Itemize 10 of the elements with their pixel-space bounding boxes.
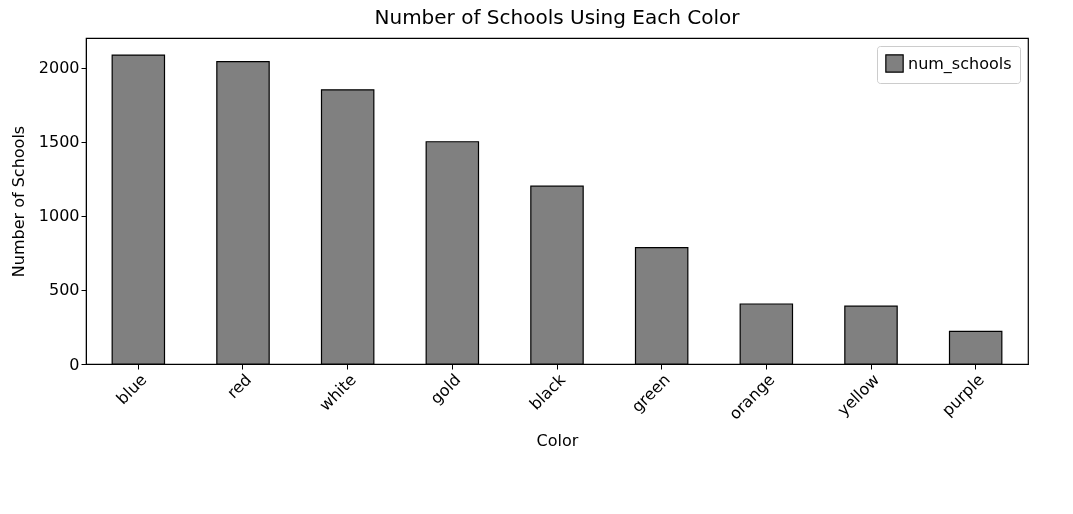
y-tick-label: 1000 xyxy=(38,206,80,226)
y-tick-label: 500 xyxy=(48,280,80,300)
chart-title: Number of Schools Using Each Color xyxy=(374,5,741,29)
x-axis-title: Color xyxy=(536,430,579,450)
legend-label: num_schools xyxy=(908,53,1012,74)
y-axis-title: Number of Schools xyxy=(8,125,28,278)
y-tick-label: 0 xyxy=(69,354,80,374)
y-tick-label: 1500 xyxy=(38,132,80,152)
x-tick-label: red xyxy=(223,370,256,403)
y-tick-label: 2000 xyxy=(38,58,80,78)
